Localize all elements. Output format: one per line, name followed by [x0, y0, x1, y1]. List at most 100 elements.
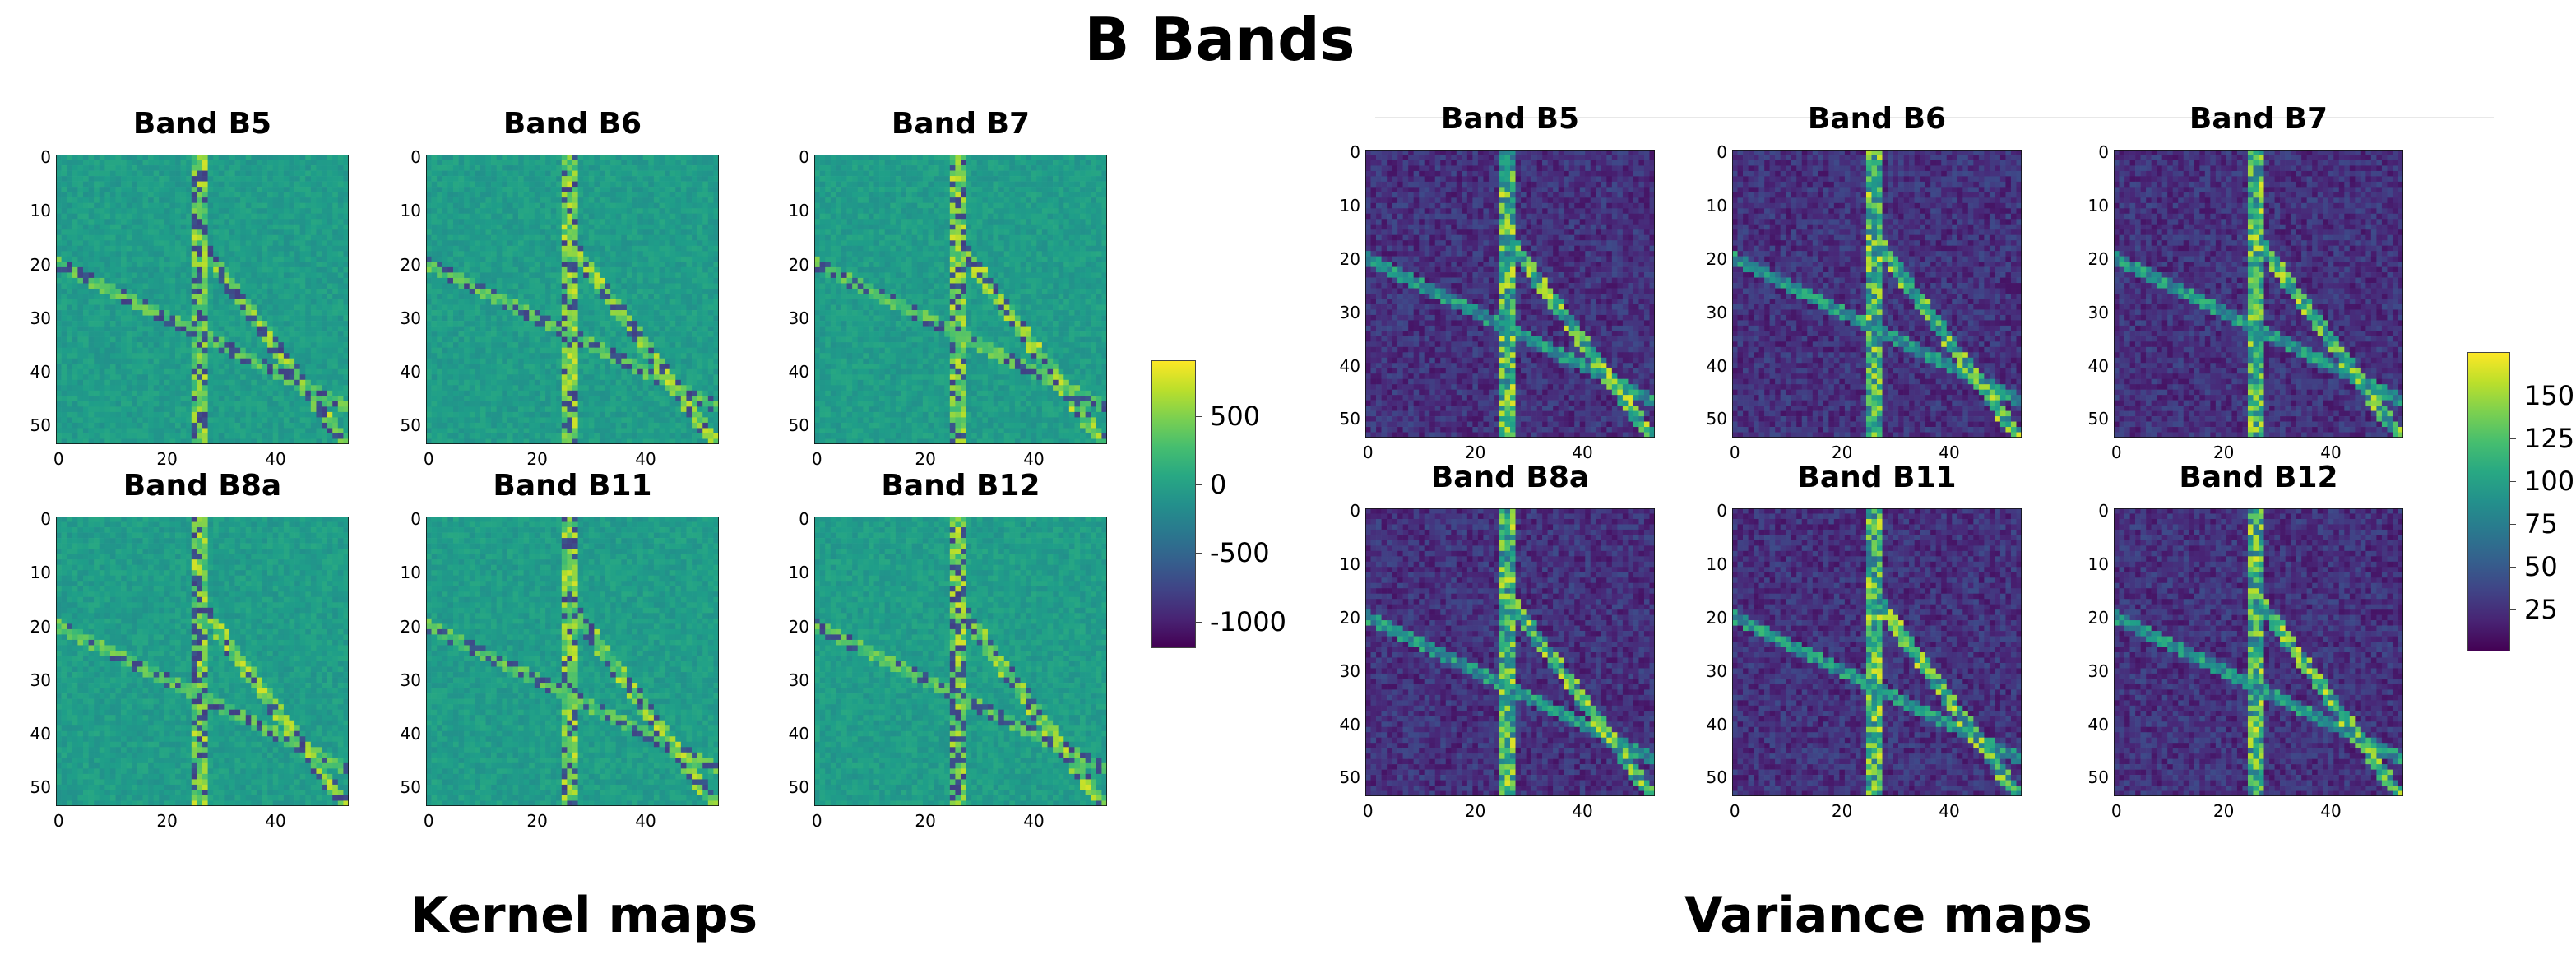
colorbar-tick-mark — [1195, 415, 1202, 417]
y-tick-label: 20 — [1694, 251, 1727, 267]
x-tick-label: 0 — [800, 451, 833, 467]
variance-panel-b6: Band B6 0 10 20 30 40 50 0 20 40 — [1707, 102, 2022, 461]
y-tick-label: 0 — [1694, 503, 1727, 519]
x-tick-label: 0 — [2100, 803, 2133, 819]
y-tick-label: 50 — [1694, 410, 1727, 427]
figure-title: B Bands — [0, 5, 2439, 74]
panel-title: Band B5 — [56, 107, 349, 141]
y-tick-label: 50 — [776, 417, 809, 433]
x-tick-label: 20 — [521, 451, 554, 467]
heatmap — [56, 155, 349, 444]
colorbar-tick-label: 25 — [2524, 596, 2558, 623]
x-tick-label: 20 — [1826, 803, 1859, 819]
x-tick-label: 40 — [2314, 444, 2347, 461]
heatmap — [2114, 508, 2403, 796]
y-tick-label: 20 — [1694, 609, 1727, 626]
y-tick-label: 40 — [2076, 358, 2109, 374]
x-tick-label: 40 — [1017, 813, 1050, 829]
y-tick-label: 10 — [388, 564, 421, 581]
x-tick-label: 0 — [42, 451, 75, 467]
panel-title: Band B12 — [2114, 461, 2403, 494]
y-tick-label: 30 — [388, 310, 421, 327]
x-tick-label: 40 — [629, 813, 662, 829]
y-tick-label: 40 — [388, 725, 421, 742]
heatmap — [56, 517, 349, 806]
heatmap — [426, 155, 719, 444]
x-tick-label: 20 — [2208, 444, 2240, 461]
x-tick-label: 0 — [412, 451, 445, 467]
y-tick-label: 0 — [1327, 503, 1360, 519]
y-tick-label: 30 — [388, 672, 421, 688]
colorbar-tick-label: 100 — [2524, 468, 2574, 494]
y-tick-label: 10 — [776, 564, 809, 581]
y-tick-label: 0 — [2076, 144, 2109, 160]
x-tick-label: 0 — [42, 813, 75, 829]
y-tick-label: 50 — [1694, 769, 1727, 786]
y-tick-label: 30 — [2076, 304, 2109, 321]
y-tick-label: 10 — [1327, 556, 1360, 572]
x-tick-label: 0 — [1351, 803, 1384, 819]
panel-title: Band B6 — [1732, 102, 2022, 136]
y-tick-label: 20 — [2076, 609, 2109, 626]
x-tick-label: 40 — [1933, 444, 1966, 461]
x-tick-label: 20 — [1826, 444, 1859, 461]
panel-title: Band B7 — [2114, 102, 2403, 136]
y-tick-label: 30 — [1694, 304, 1727, 321]
y-tick-label: 0 — [2076, 503, 2109, 519]
kernel-panel-b7: Band B7 0 10 20 30 40 50 0 20 40 — [789, 107, 1107, 467]
colorbar-tick-label: 75 — [2524, 511, 2558, 537]
variance-panel-b11: Band B11 0 10 20 30 40 50 0 20 40 — [1707, 461, 2022, 819]
kernel-caption: Kernel maps — [296, 887, 872, 944]
x-tick-label: 20 — [1459, 444, 1492, 461]
y-tick-label: 50 — [2076, 769, 2109, 786]
kernel-panel-b11: Band B11 0 10 20 30 40 50 0 20 40 — [401, 469, 719, 829]
y-tick-label: 40 — [1694, 716, 1727, 733]
y-tick-label: 20 — [1327, 251, 1360, 267]
x-tick-label: 40 — [259, 813, 292, 829]
y-tick-label: 0 — [776, 149, 809, 165]
colorbar-tick-mark — [2509, 524, 2516, 525]
colorbar-tick-label: -500 — [1210, 540, 1270, 566]
y-tick-label: 30 — [1694, 663, 1727, 679]
x-tick-label: 40 — [2314, 803, 2347, 819]
y-tick-label: 30 — [18, 672, 51, 688]
y-tick-label: 50 — [388, 417, 421, 433]
y-tick-label: 0 — [18, 149, 51, 165]
x-tick-label: 40 — [1566, 803, 1599, 819]
y-tick-label: 0 — [388, 511, 421, 527]
divider-line — [1375, 117, 2494, 118]
y-tick-label: 30 — [776, 672, 809, 688]
heatmap — [1732, 508, 2022, 796]
y-tick-label: 10 — [18, 202, 51, 219]
heatmap — [814, 517, 1107, 806]
variance-panel-b8a: Band B8a 0 10 20 30 40 50 0 20 40 — [1340, 461, 1655, 819]
x-tick-label: 0 — [1718, 444, 1751, 461]
colorbar-tick-label: 500 — [1210, 403, 1260, 429]
y-tick-label: 20 — [18, 257, 51, 273]
y-tick-label: 10 — [388, 202, 421, 219]
colorbar-tick-label: 125 — [2524, 425, 2574, 452]
colorbar-tick-mark — [2509, 481, 2516, 482]
kernel-colorbar: 500 0 -500 -1000 — [1151, 360, 1286, 648]
heatmap — [814, 155, 1107, 444]
y-tick-label: 0 — [388, 149, 421, 165]
x-tick-label: 0 — [412, 813, 445, 829]
y-tick-label: 20 — [388, 619, 421, 635]
panel-title: Band B7 — [814, 107, 1107, 141]
y-tick-label: 30 — [1327, 304, 1360, 321]
heatmap — [2114, 150, 2403, 438]
panel-title: Band B6 — [426, 107, 719, 141]
kernel-panel-b5: Band B5 0 10 20 30 40 50 0 20 40 — [30, 107, 349, 467]
y-tick-label: 20 — [388, 257, 421, 273]
colorbar-tick-mark — [2509, 609, 2516, 610]
y-tick-label: 10 — [2076, 556, 2109, 572]
y-tick-label: 10 — [18, 564, 51, 581]
x-tick-label: 0 — [800, 813, 833, 829]
heatmap — [1732, 150, 2022, 438]
panel-title: Band B11 — [426, 469, 719, 503]
x-tick-label: 20 — [521, 813, 554, 829]
y-tick-label: 10 — [776, 202, 809, 219]
x-tick-label: 20 — [151, 451, 183, 467]
kernel-panel-b6: Band B6 0 10 20 30 40 50 0 20 40 — [401, 107, 719, 467]
y-tick-label: 50 — [1327, 410, 1360, 427]
